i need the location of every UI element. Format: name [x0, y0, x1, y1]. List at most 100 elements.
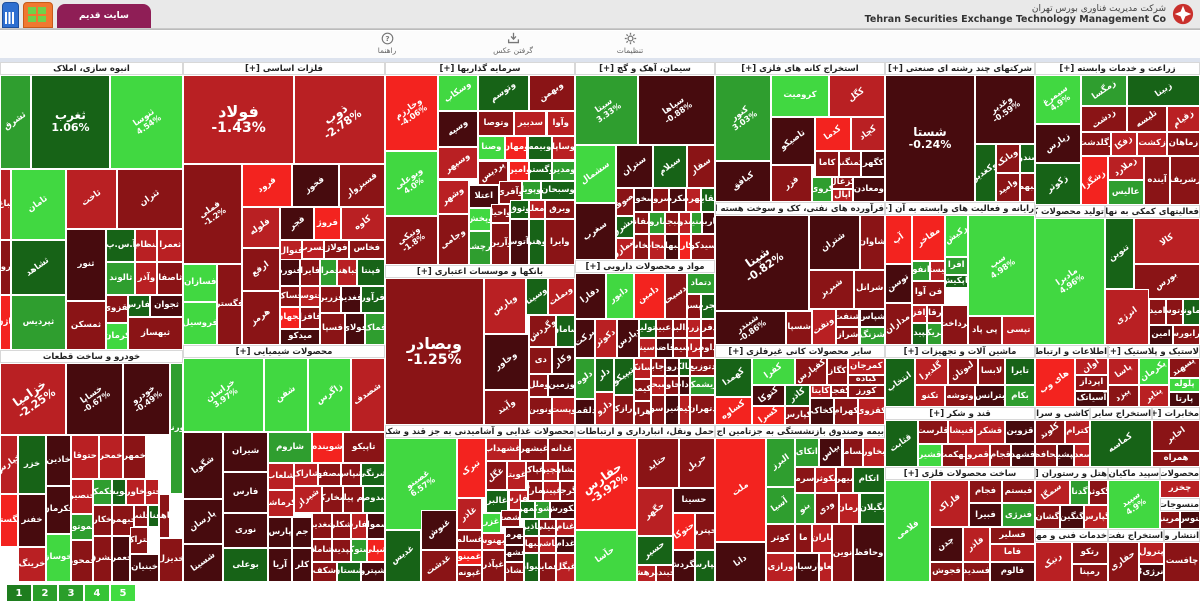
stock-tile[interactable]: خوساز	[45, 533, 72, 582]
stock-tile[interactable]: دارو	[594, 391, 615, 425]
stock-tile[interactable]: کترام	[1065, 420, 1090, 444]
stock-tile[interactable]: دجابر	[650, 358, 665, 377]
stock-tile[interactable]: لابسا	[978, 358, 1005, 386]
stock-tile[interactable]: غمارگ	[527, 481, 543, 502]
stock-tile[interactable]: پلوله	[1168, 377, 1200, 393]
stock-tile[interactable]: وتوسم	[478, 75, 530, 112]
stock-tile[interactable]: سدور	[678, 211, 692, 235]
stock-tile[interactable]: وگستر	[529, 160, 553, 182]
stock-tile[interactable]: مرقام	[927, 304, 942, 323]
stock-tile[interactable]: دابور	[605, 273, 634, 319]
stock-tile[interactable]: زشریف	[1170, 155, 1200, 205]
stock-tile[interactable]: فولاد -1.43%	[183, 75, 295, 165]
stock-tile[interactable]: غبهنوش	[481, 533, 505, 551]
stock-tile[interactable]: ثرود	[0, 240, 11, 295]
stock-tile[interactable]: غالبر	[485, 489, 509, 513]
stock-tile[interactable]: سدبیر	[514, 111, 547, 136]
stock-tile[interactable]: کزغال	[832, 176, 853, 190]
stock-tile[interactable]: اخابر	[1152, 420, 1200, 452]
stock-tile[interactable]: حگهر	[636, 488, 673, 536]
settings-button[interactable]: تنظیمات	[595, 32, 665, 55]
stock-tile[interactable]: شپلی	[366, 539, 385, 562]
stock-tile[interactable]: شمواد	[366, 512, 385, 540]
stock-tile[interactable]: فولاژ	[324, 239, 349, 259]
stock-tile[interactable]: فلوله	[241, 207, 280, 248]
stock-tile[interactable]: ثشاهد	[10, 240, 66, 295]
stock-tile[interactable]: گنگین	[1059, 505, 1084, 529]
stock-tile[interactable]: خکرمان	[45, 485, 72, 534]
stock-tile[interactable]: انرژی	[1105, 289, 1149, 345]
stock-tile[interactable]: اپال	[832, 189, 853, 202]
stock-tile[interactable]: شپدیس	[332, 539, 351, 562]
stock-tile[interactable]: ثباغ	[0, 168, 11, 240]
sector-header-publishing[interactable]: انتشار و چاپ [+]	[1164, 529, 1200, 542]
stock-tile[interactable]: غاشی	[538, 535, 556, 554]
stock-tile[interactable]: ثاصفا	[157, 262, 183, 295]
stock-tile[interactable]: رافزا	[912, 304, 927, 323]
stock-tile[interactable]: زماهان	[1167, 132, 1200, 156]
sector-header-sugar[interactable]: قند و شکر [+]	[885, 407, 1035, 420]
stock-tile[interactable]: پی پاد	[967, 316, 1002, 345]
sector-header-hotels-restaurants[interactable]: هتل و رستوران [+]	[1035, 467, 1108, 480]
stock-tile[interactable]: وسکاب	[438, 75, 479, 112]
page-button-5[interactable]: 5	[111, 585, 135, 601]
stock-tile[interactable]: فزرین	[320, 285, 341, 313]
stock-tile[interactable]: شاوان	[859, 215, 885, 270]
stock-tile[interactable]: رانفور	[912, 260, 930, 282]
stock-tile[interactable]: فملی -1.2%	[183, 164, 242, 264]
stock-tile[interactable]: امید	[1148, 299, 1166, 325]
stock-tile[interactable]: خدیزل	[159, 538, 183, 582]
sector-header-oil-gas-extraction[interactable]: استخراج نفت و گاز [+]	[1108, 529, 1164, 542]
stock-tile[interactable]: قزوین	[1005, 420, 1035, 444]
stock-tile[interactable]: واحیا	[491, 204, 511, 224]
stock-tile[interactable]: خاور	[126, 479, 145, 506]
stock-tile[interactable]: ثاژن	[0, 295, 11, 350]
stock-tile[interactable]: شغدیر	[312, 512, 333, 540]
stock-tile[interactable]: وکغدیر	[975, 143, 996, 202]
stock-tile[interactable]: فرآور	[360, 285, 385, 313]
stock-tile[interactable]: بکام	[1005, 385, 1035, 407]
stock-tile[interactable]: ثفارس	[128, 295, 151, 317]
stock-tile[interactable]: فنورد	[279, 258, 301, 286]
stock-tile[interactable]: حگردش	[673, 550, 696, 582]
stock-tile[interactable]: دکیمیا	[678, 394, 690, 425]
stock-tile[interactable]: میدکو	[279, 328, 321, 345]
stock-tile[interactable]: گدنا	[1070, 480, 1089, 506]
stock-tile[interactable]: غویتا	[506, 461, 526, 490]
stock-tile[interactable]: خلنت	[133, 505, 149, 528]
stock-tile[interactable]: ومهان	[504, 135, 528, 161]
stock-tile[interactable]: خزامیا -2.25%	[0, 363, 66, 436]
stock-tile[interactable]: دکوثر	[594, 318, 617, 359]
stock-tile[interactable]: کچاد	[851, 116, 885, 152]
stock-tile[interactable]: وسینا	[525, 278, 549, 315]
snapshot-button[interactable]: گرفتن عکس	[478, 32, 548, 55]
sector-header-fabricated-metal[interactable]: ساخت محصولات فلزی [+]	[885, 467, 1035, 480]
stock-tile[interactable]: ثشرق	[0, 75, 32, 169]
stock-tile[interactable]: نمرینو	[1160, 511, 1180, 529]
stock-tile[interactable]: کگهر	[861, 151, 885, 177]
stock-tile[interactable]: تلیسه	[1127, 106, 1167, 133]
stock-tile[interactable]: حسیر	[636, 535, 673, 565]
stock-tile[interactable]: دفارا	[575, 273, 606, 319]
stock-tile[interactable]: شسینا	[183, 543, 224, 582]
stock-tile[interactable]: فنرژی	[1002, 503, 1035, 527]
stock-tile[interactable]: غشصفا	[500, 510, 520, 528]
stock-tile[interactable]: وآیند	[483, 389, 530, 425]
stock-tile[interactable]: حتوقا	[71, 435, 99, 480]
stock-tile[interactable]: غدیس	[385, 530, 422, 582]
stock-tile[interactable]: تبرک	[457, 438, 486, 499]
stock-tile[interactable]: قشیر	[918, 443, 942, 467]
stock-tile[interactable]: فپنتا	[356, 258, 385, 286]
stock-tile[interactable]: غنوش	[421, 510, 458, 551]
stock-tile[interactable]: آسیاتک	[1075, 390, 1108, 407]
stock-tile[interactable]: سفار	[687, 145, 715, 188]
stock-tile[interactable]: خبهمن	[111, 505, 134, 536]
stock-tile[interactable]: فلامی	[885, 480, 930, 582]
stock-tile[interactable]: تاپکیش	[945, 274, 968, 288]
stock-tile[interactable]: تاپیکو	[342, 431, 385, 464]
stock-tile[interactable]: غدشت	[421, 550, 458, 582]
stock-tile[interactable]: وکار	[552, 347, 575, 374]
stock-tile[interactable]: کحافظ	[1035, 443, 1057, 467]
stock-tile[interactable]: کفپارس	[794, 358, 828, 385]
stock-tile[interactable]: وایرا	[544, 219, 575, 265]
